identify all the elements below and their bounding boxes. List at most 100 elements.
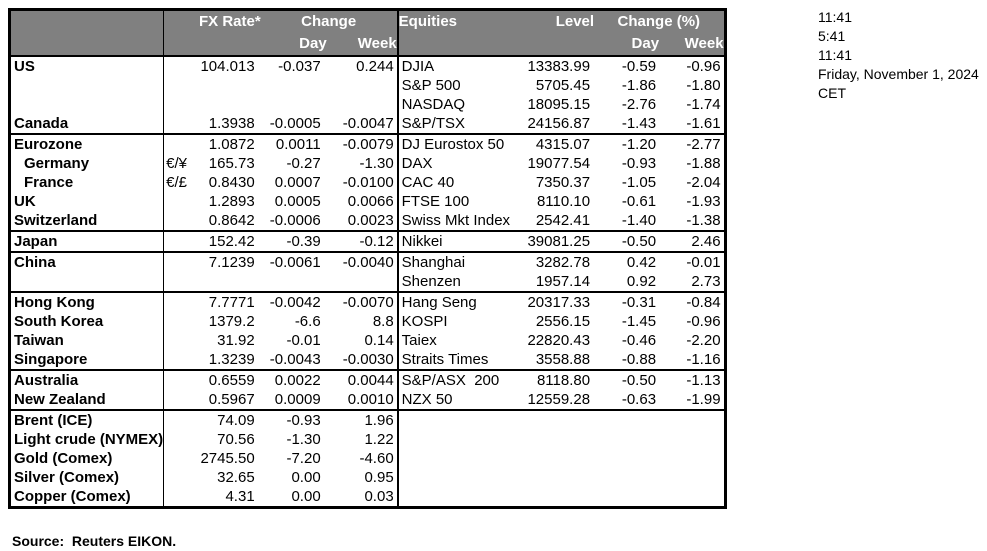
equity-level-cell [510,430,594,449]
fx-day-change-cell: -0.0061 [260,251,327,272]
equity-level-cell: 12559.28 [527,391,591,408]
country-cell: Canada [9,114,165,134]
fx-week-change-cell: 0.95 [326,468,399,487]
timestamp-line: 11:41 [818,9,852,25]
equity-week-change-cell: -1.38 [686,212,721,229]
fx-day-change-cell: -0.39 [260,230,327,252]
fx-week-change-cell: -0.0047 [326,114,399,134]
fx-rate-cell: 32.65 [217,469,255,486]
timestamp-line: CET [818,85,846,101]
fx-week-header: Week [326,33,399,57]
equity-week-change-cell: -0.01 [659,251,726,272]
equity-name-cell [398,449,510,468]
equity-day-change-cell: 0.92 [626,273,657,290]
equity-level-cell: 2556.15 [535,313,591,330]
fx-pair-cell [164,449,192,468]
fx-pair-cell [164,56,192,76]
equity-week-change-cell: -1.61 [686,115,721,132]
equity-level-cell: 18095.15 [527,96,591,113]
country-cell: Silver (Comex) [9,468,165,487]
fx-rate-cell: 7.7771 [191,291,261,312]
equity-level-cell: 8110.10 [536,193,591,210]
timestamp-line: Friday, November 1, 2024 [818,66,979,82]
fx-week-change-cell: 1.96 [326,409,399,430]
equities-week-header: Week [659,33,726,57]
fx-day-change-cell [261,95,327,114]
equity-week-change-cell: -1.74 [686,96,721,113]
equity-level-cell: 8118.80 [510,369,595,390]
timestamps: 11:41 5:41 11:41 Friday, November 1, 2024 CE… [818,8,979,103]
fx-day-change-cell: 0.0009 [274,391,321,408]
fx-week-change-cell: -1.30 [326,154,399,173]
market-summary-table: FX Rate* Change Equities Level Change (%… [8,8,727,509]
table-row: S&P 500 5705.45 -1.86 -1.80 [9,76,726,95]
equity-week-change-cell: -0.84 [659,291,726,312]
equity-day-change-cell [594,449,659,468]
fx-rate-cell: 0.8642 [208,212,255,229]
equity-level-cell [510,409,595,430]
fx-day-change-cell: 0.0011 [260,133,327,154]
fx-day-change-cell: -0.0006 [269,212,321,229]
fx-day-change-cell: -0.01 [286,332,321,349]
fx-week-change-cell: 0.0066 [326,192,399,211]
equity-week-change-cell [659,409,726,430]
country-cell: Light crude (NYMEX) [9,430,165,449]
equity-name-cell: Straits Times [401,351,489,368]
equity-day-change-cell [594,468,659,487]
country-cell: Taiwan [9,331,165,350]
equity-day-change-cell: -0.59 [621,58,657,75]
equity-level-cell: 22820.43 [527,332,591,349]
equity-week-change-cell: -1.99 [686,391,721,408]
fx-change-header: Change [260,9,399,33]
fx-week-change-cell: 0.14 [326,331,399,350]
fx-pair-cell [163,291,192,312]
fx-rate-cell [192,76,261,95]
equity-week-change-cell: -2.20 [686,332,721,349]
table-row: NASDAQ 18095.15 -2.76 -1.74 [9,95,726,114]
fx-day-change-cell: 0.0007 [274,174,321,191]
fx-day-change-cell: 0.00 [291,488,321,505]
table-row: South Korea 1379.2 -6.6 8.8 KOSPI 2556.15 -1.4… [9,312,726,331]
fx-week-change-cell: 0.0044 [326,369,399,390]
equity-day-change-cell [594,409,660,430]
fx-pair-cell [164,211,192,231]
fx-day-change-cell [261,76,327,95]
equity-name-cell [398,468,510,487]
fx-rate-cell: 1379.2 [208,313,255,330]
equity-week-change-cell: -1.93 [686,193,721,210]
fx-pair-cell [163,251,192,272]
fx-pair-cell [164,95,192,114]
fx-week-change-cell: 0.244 [326,56,399,76]
blank-header-cell [9,33,165,57]
timestamp-line: 11:41 [818,47,852,63]
fx-day-change-cell: 0.0022 [260,369,327,390]
fx-week-change-cell: -0.0070 [326,291,399,312]
fx-pair-cell [163,133,192,154]
fx-day-change-cell: 0.00 [291,469,321,486]
fx-pair-cell [164,272,192,292]
blank-header-cell [191,33,261,57]
fx-day-header: Day [260,33,327,57]
equity-level-cell: 2542.41 [535,212,591,229]
equity-level-cell: 7350.37 [535,174,591,191]
country-cell: New Zealand [9,390,165,410]
country-cell: China [9,251,165,272]
table-row: China 7.1239 -0.0061 -0.0040 Shanghai 3282.78… [9,251,726,272]
equity-day-change-cell: -0.63 [621,391,657,408]
fx-day-change-cell: -0.0043 [269,351,321,368]
fx-day-change-cell: -1.30 [286,431,321,448]
table-row: Hong Kong 7.7771 -0.0042 -0.0070 Hang Seng 20… [9,291,726,312]
equity-name-cell: Shanghai [397,251,511,272]
table-row: Brent (ICE) 74.09 -0.93 1.96 [9,409,726,430]
equity-name-cell: DJIA [401,58,435,75]
fx-week-change-cell: -0.0040 [326,251,399,272]
country-cell: France [9,173,165,192]
table-row: Taiwan 31.92 -0.01 0.14 Taiex 22820.43 -0.46 -2… [9,331,726,350]
equity-day-change-cell: -2.76 [621,96,657,113]
country-cell: South Korea [9,312,165,331]
equity-name-cell: Shenzen [401,273,461,290]
country-cell: Japan [9,230,165,252]
equity-name-cell: Swiss Mkt Index [401,212,511,229]
fx-rate-header: FX Rate* [163,9,261,33]
equity-level-cell: 5705.45 [535,77,591,94]
